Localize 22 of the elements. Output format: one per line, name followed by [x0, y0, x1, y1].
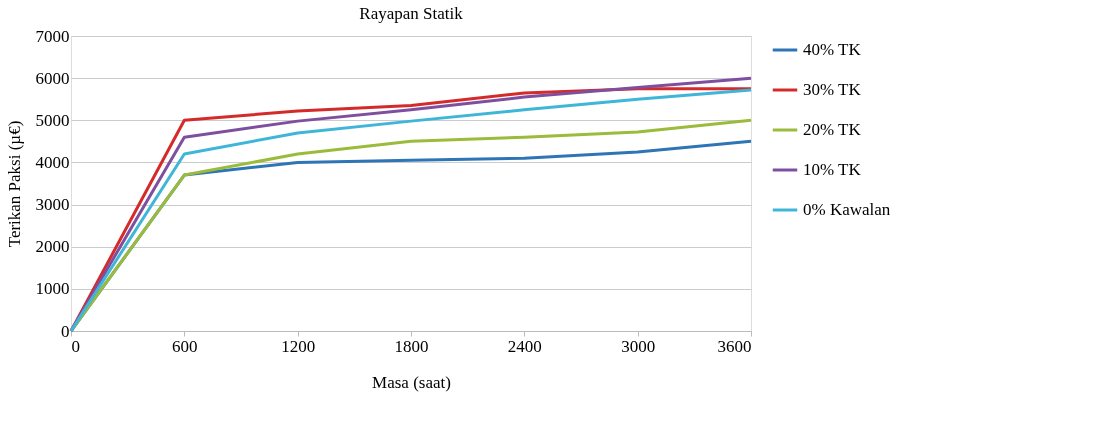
y-tick-label: 1000	[35, 279, 70, 299]
y-tick-label: 0	[61, 321, 70, 341]
y-tick-label: 7000	[35, 26, 70, 46]
legend-label: 30% TK	[803, 80, 862, 99]
x-tick-label: 1800	[394, 336, 429, 356]
legend-label: 40% TK	[803, 40, 862, 59]
x-axis-title: Masa (saat)	[372, 372, 451, 392]
y-tick-label: 6000	[35, 68, 70, 88]
legend-label: 20% TK	[803, 120, 862, 139]
legend-label: 10% TK	[803, 160, 862, 179]
y-tick-label: 2000	[35, 237, 70, 257]
x-tick-label: 1200	[281, 336, 316, 356]
y-tick-label: 3000	[35, 195, 70, 215]
x-tick-label: 3000	[621, 336, 656, 356]
x-tick-label: 600	[172, 336, 198, 356]
legend-label: 0% Kawalan	[803, 200, 891, 219]
x-tick-label: 3600	[717, 336, 752, 356]
chart-title: Rayapan Statik	[359, 4, 464, 23]
y-axis-title: Terikan Paksi (µ€)	[4, 120, 24, 248]
y-tick-label: 5000	[35, 110, 70, 130]
x-tick-label: 2400	[507, 336, 542, 356]
y-tick-label: 4000	[35, 152, 70, 172]
